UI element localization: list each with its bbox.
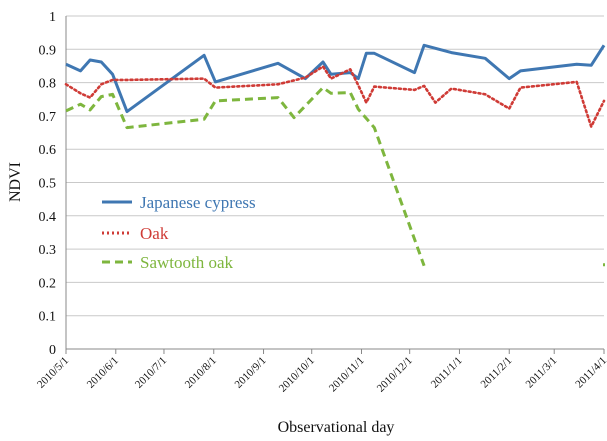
y-axis: 0 0.1 0.2 0.3 0.4 0.5 0.6 0.7 0.8 0.9 1	[39, 10, 67, 358]
y-tick-label: 0	[49, 343, 56, 358]
x-tick-label: 2010/7/1	[133, 355, 169, 391]
legend-label-oak: Oak	[140, 224, 169, 243]
series-line-japanese-cypress	[65, 43, 606, 114]
x-tick-label: 2010/10/1	[277, 355, 317, 395]
x-axis: 2010/5/1 2010/6/1 2010/7/1 2010/8/1 2010/9/1…	[35, 348, 607, 395]
y-tick-label: 0.4	[39, 210, 57, 225]
y-tick-label: 0.3	[39, 243, 57, 258]
x-tick-label: 2010/11/1	[327, 355, 367, 395]
x-tick-label: 2010/12/1	[375, 355, 415, 395]
legend-label-sawtooth-oak: Sawtooth oak	[140, 253, 234, 272]
x-tick-label: 2010/8/1	[183, 355, 219, 391]
x-tick-label: 2011/4/1	[573, 355, 607, 391]
y-tick-label: 0.8	[39, 77, 57, 92]
series-lines	[64, 43, 606, 267]
x-tick-label: 2011/1/1	[429, 355, 465, 391]
x-tick-label: 2010/6/1	[85, 355, 121, 391]
y-tick-label: 0.7	[39, 110, 57, 125]
series-line-oak	[64, 65, 606, 128]
y-tick-label: 0.5	[39, 177, 57, 192]
x-tick-label: 2011/2/1	[479, 355, 515, 391]
y-tick-label: 0.9	[39, 43, 57, 58]
y-axis-title: NDVI	[7, 162, 24, 202]
y-tick-label: 1	[49, 10, 56, 25]
x-tick-label: 2010/9/1	[233, 355, 269, 391]
legend-label-japanese-cypress: Japanese cypress	[140, 193, 256, 212]
y-tick-label: 0.6	[39, 143, 57, 158]
series-line-sawtooth-oak	[65, 86, 426, 267]
y-tick-label: 0.2	[39, 276, 57, 291]
x-tick-label: 2011/3/1	[523, 355, 559, 391]
gridlines	[66, 15, 604, 317]
x-tick-label: 2010/5/1	[35, 355, 71, 391]
y-tick-label: 0.1	[39, 310, 57, 325]
legend: Japanese cypress Oak Sawtooth oak	[102, 193, 256, 272]
x-axis-title: Observational day	[278, 419, 395, 436]
